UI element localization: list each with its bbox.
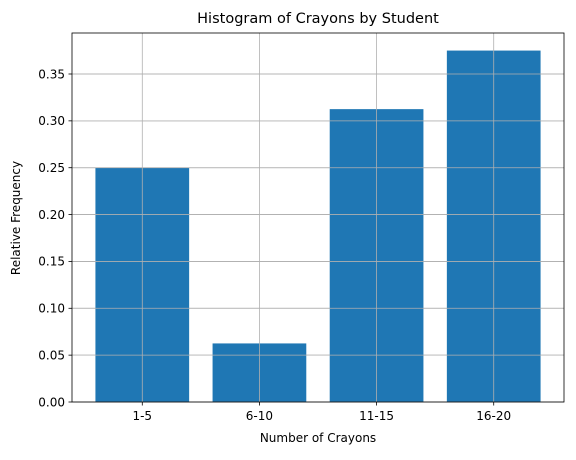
y-tick-label: 0.20 — [38, 208, 65, 222]
x-axis-title: Number of Crayons — [260, 431, 376, 445]
y-tick-label: 0.35 — [38, 67, 65, 81]
x-tick-label: 1-5 — [132, 409, 152, 423]
axes-frame — [71, 32, 565, 403]
chart-title: Histogram of Crayons by Student — [197, 11, 439, 27]
y-tick-label: 0.00 — [38, 395, 65, 409]
x-tick-label: 16-20 — [476, 409, 511, 423]
plot-frame — [71, 32, 565, 403]
y-axis-title: Relative Frequency — [9, 161, 23, 275]
bar-layer — [72, 33, 564, 403]
y-tick-label: 0.15 — [38, 255, 65, 269]
y-tick-label: 0.30 — [38, 114, 65, 128]
x-tick-label: 11-15 — [359, 409, 394, 423]
y-tick-label: 0.10 — [38, 302, 65, 316]
y-tick-label: 0.25 — [38, 161, 65, 175]
x-tick-label: 6-10 — [246, 409, 273, 423]
tick-layer: 0.00 0.05 0.10 0.15 0.20 0.25 0.30 0.35 1-5 6-10 1… — [38, 67, 511, 423]
y-tick-label: 0.05 — [38, 348, 65, 362]
